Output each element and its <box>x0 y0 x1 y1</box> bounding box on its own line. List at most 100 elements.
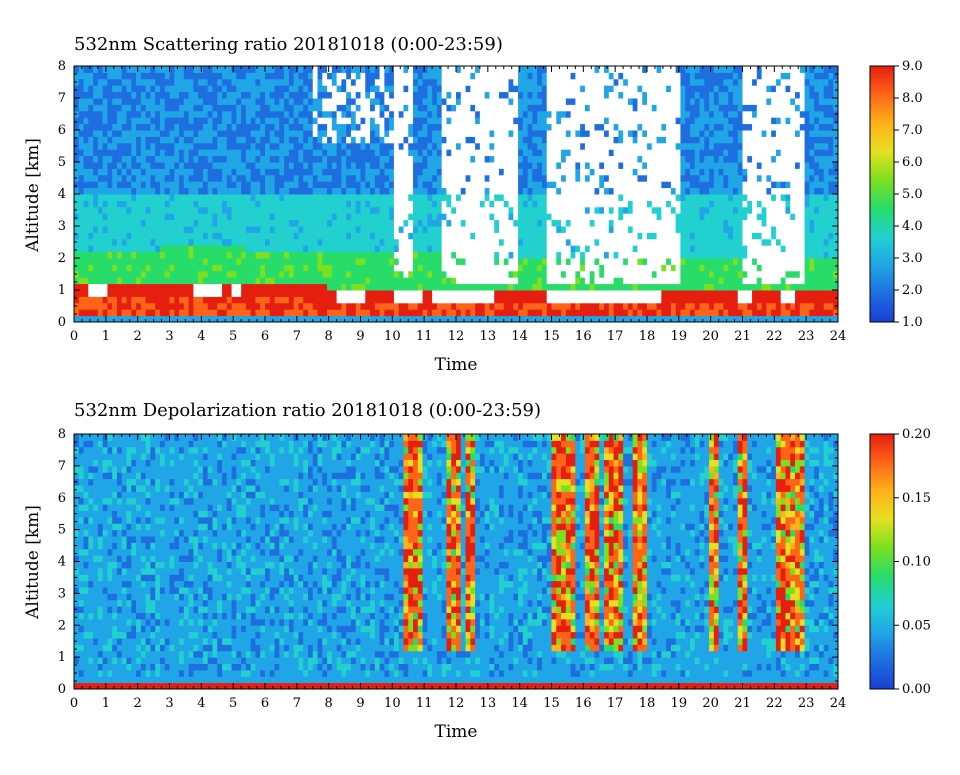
x-tick-label: 12 <box>448 696 465 711</box>
depolarization-ratio-panel: 532nm Depolarization ratio 20181018 (0:0… <box>23 400 931 742</box>
x-tick-label: 1 <box>102 329 110 344</box>
x-tick-label: 4 <box>197 696 205 711</box>
x-tick-label: 7 <box>293 696 301 711</box>
x-tick-label: 18 <box>639 329 656 344</box>
x-tick-label: 0 <box>70 329 78 344</box>
y-tick-label: 5 <box>58 155 66 170</box>
x-tick-label: 20 <box>702 696 719 711</box>
x-tick-label: 9 <box>356 696 364 711</box>
x-tick-label: 18 <box>639 696 656 711</box>
x-tick-label: 17 <box>607 329 624 344</box>
y-tick-label: 2 <box>58 251 66 266</box>
x-axis-label: Time <box>435 355 478 375</box>
colorbar-tick-label: 0.10 <box>902 555 931 570</box>
y-tick-label: 1 <box>58 650 66 665</box>
colorbar-tick-label: 6.0 <box>902 155 923 170</box>
x-tick-label: 24 <box>830 329 847 344</box>
depolarization-ratio-colorbar: 0.00 0.05 0.10 0.15 0.20 <box>870 427 931 697</box>
x-tick-label: 9 <box>356 329 364 344</box>
x-tick-label: 15 <box>543 696 560 711</box>
y-tick-label: 1 <box>58 283 66 298</box>
x-tick-label: 19 <box>671 329 688 344</box>
colorbar-tick-label: 0.15 <box>902 491 931 506</box>
x-tick-label: 8 <box>325 696 333 711</box>
chart-title: 532nm Depolarization ratio 20181018 (0:0… <box>74 400 541 421</box>
heatmap-cells <box>74 434 839 690</box>
x-tick-label: 22 <box>766 696 783 711</box>
colorbar-tick-label: 8.0 <box>902 91 923 106</box>
x-tick-label: 7 <box>293 329 301 344</box>
x-tick-label: 12 <box>448 329 465 344</box>
x-tick-label: 8 <box>325 329 333 344</box>
x-tick-label: 22 <box>766 329 783 344</box>
y-axis-label: Altitude [km] <box>23 138 43 253</box>
x-tick-label: 16 <box>575 696 592 711</box>
x-tick-label: 19 <box>671 696 688 711</box>
y-tick-label: 4 <box>58 187 66 202</box>
colorbar-gradient <box>870 434 894 689</box>
x-axis-label: Time <box>435 722 478 742</box>
x-tick-label: 3 <box>165 696 173 711</box>
colorbar-tick-label: 0.00 <box>902 682 931 697</box>
y-tick-label: 7 <box>58 91 66 106</box>
x-tick-label: 4 <box>197 329 205 344</box>
colorbar-tick-label: 7.0 <box>902 123 923 138</box>
x-tick-label: 13 <box>480 696 497 711</box>
colorbar-tick-label: 0.20 <box>902 427 931 442</box>
y-tick-label: 0 <box>58 682 66 697</box>
x-tick-label: 14 <box>511 696 528 711</box>
y-tick-label: 2 <box>58 618 66 633</box>
x-tick-label: 3 <box>165 329 173 344</box>
x-tick-label: 15 <box>543 329 560 344</box>
x-tick-label: 14 <box>511 329 528 344</box>
colorbar-tick-label: 2.0 <box>902 283 923 298</box>
x-tick-label: 21 <box>734 329 751 344</box>
x-tick-label: 2 <box>134 696 142 711</box>
y-tick-label: 0 <box>58 315 66 330</box>
colorbar-tick-label: 4.0 <box>902 219 923 234</box>
colorbar-gradient <box>870 66 894 322</box>
y-tick-label: 5 <box>58 523 66 538</box>
x-tick-label: 11 <box>416 696 433 711</box>
x-tick-label: 21 <box>734 696 751 711</box>
x-tick-label: 6 <box>261 696 269 711</box>
colorbar-tick-label: 0.05 <box>902 618 931 633</box>
x-tick-label: 10 <box>384 696 401 711</box>
x-tick-label: 17 <box>607 696 624 711</box>
x-tick-label: 5 <box>229 329 237 344</box>
y-tick-label: 6 <box>58 123 66 138</box>
y-tick-label: 4 <box>58 555 66 570</box>
colorbar-tick-label: 1.0 <box>902 315 923 330</box>
x-tick-label: 6 <box>261 329 269 344</box>
scattering-ratio-colorbar: 1.0 2.0 3.0 4.0 5.0 6.0 7.0 8.0 9.0 <box>870 59 923 330</box>
x-tick-label: 23 <box>798 696 815 711</box>
colorbar-tick-label: 3.0 <box>902 251 923 266</box>
x-tick-label: 0 <box>70 696 78 711</box>
x-tick-label: 20 <box>702 329 719 344</box>
x-tick-label: 13 <box>480 329 497 344</box>
heatmap-cells <box>74 66 839 323</box>
y-tick-label: 6 <box>58 491 66 506</box>
y-tick-label: 3 <box>58 219 66 234</box>
x-tick-label: 1 <box>102 696 110 711</box>
x-tick-label: 10 <box>384 329 401 344</box>
y-tick-label: 8 <box>58 427 66 442</box>
x-tick-label: 11 <box>416 329 433 344</box>
x-tick-label: 2 <box>134 329 142 344</box>
colorbar-tick-label: 5.0 <box>902 187 923 202</box>
y-tick-label: 3 <box>58 586 66 601</box>
x-tick-label: 16 <box>575 329 592 344</box>
y-axis-label: Altitude [km] <box>23 505 43 620</box>
scattering-ratio-panel: 532nm Scattering ratio 20181018 (0:00-23… <box>23 34 923 375</box>
x-tick-label: 5 <box>229 696 237 711</box>
colorbar-tick-label: 9.0 <box>902 59 923 74</box>
y-tick-label: 7 <box>58 459 66 474</box>
x-tick-label: 24 <box>830 696 847 711</box>
x-tick-label: 23 <box>798 329 815 344</box>
chart-title: 532nm Scattering ratio 20181018 (0:00-23… <box>74 34 503 55</box>
y-tick-label: 8 <box>58 59 66 74</box>
